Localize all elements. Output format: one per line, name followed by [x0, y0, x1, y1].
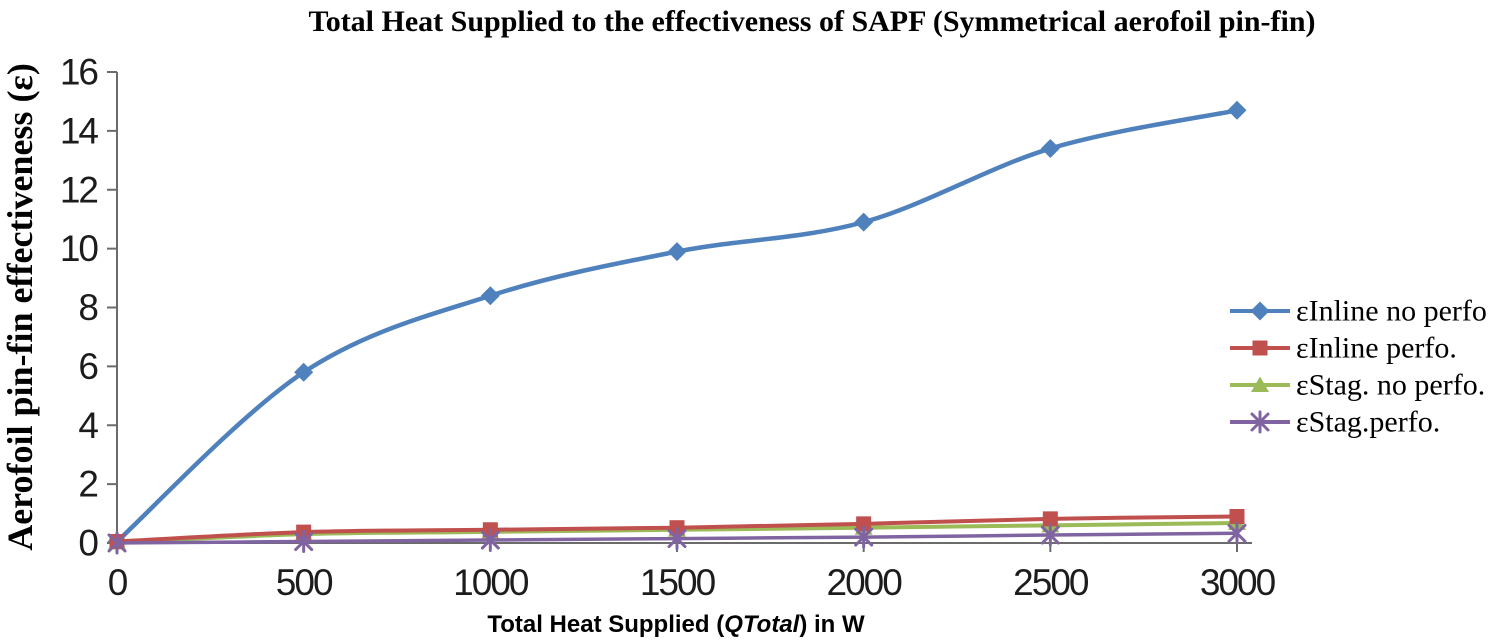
- y-tick-label: 2: [78, 464, 97, 505]
- y-tick-label: 6: [78, 346, 97, 387]
- x-axis-title-italic: QTotal: [724, 611, 800, 638]
- y-tick-label: 8: [78, 287, 97, 328]
- marker-x-icon: [294, 530, 314, 554]
- x-tick-label: 1500: [640, 562, 716, 603]
- marker-x-icon: [480, 528, 500, 552]
- y-axis-title: Aerofoil pin-fin effectiveness (ε): [0, 63, 40, 551]
- marker-diamond-icon: [854, 212, 874, 232]
- marker-diamond-icon: [480, 286, 500, 306]
- legend-item: εInline no perfo: [1230, 295, 1487, 328]
- series-line: [114, 108, 1240, 544]
- legend-item: εInline perfo.: [1230, 332, 1457, 365]
- x-tick-label: 0: [108, 562, 128, 603]
- legend-item-label: εStag. no perfo.: [1296, 369, 1485, 402]
- x-tick-label: 500: [276, 562, 333, 603]
- legend: εInline no perfo εInline perfo. εStag. no …: [1230, 295, 1487, 439]
- chart-title: Total Heat Supplied to the effectiveness…: [308, 5, 1315, 38]
- marker-x-icon: [107, 531, 127, 555]
- x-axis-title-post: ) in W: [799, 611, 865, 638]
- marker-square-icon: [856, 516, 872, 532]
- x-axis-title: Total Heat Supplied (QTotal) in W: [487, 611, 865, 638]
- x-tick-label: 3000: [1200, 562, 1276, 603]
- legend-item: εStag.perfo.: [1230, 406, 1440, 439]
- legend-item: εStag. no perfo.: [1230, 369, 1485, 402]
- marker-x-icon: [1250, 410, 1270, 434]
- marker-x-icon: [1227, 521, 1247, 545]
- marker-diamond-icon: [667, 242, 687, 262]
- marker-diamond-icon: [1250, 301, 1270, 321]
- y-tick-label: 14: [60, 110, 99, 151]
- legend-item-label: εStag.perfo.: [1296, 406, 1440, 439]
- x-tick-label: 2500: [1013, 562, 1089, 603]
- legend-item-label: εInline perfo.: [1296, 332, 1457, 365]
- plot-axes: 0 2 4 6 8 10 12 14 16 0 500 1000 1500 2000 2500 3000: [60, 52, 1278, 604]
- series-lines: [107, 100, 1247, 555]
- y-tick-label: 10: [60, 228, 99, 269]
- x-tick-label: 1000: [453, 562, 529, 603]
- marker-square-icon: [1252, 340, 1268, 356]
- marker-square-icon: [1229, 509, 1245, 525]
- marker-x-icon: [667, 527, 687, 551]
- y-tick-label: 0: [78, 523, 98, 564]
- y-tick-label: 12: [60, 169, 98, 210]
- marker-x-icon: [1040, 523, 1060, 547]
- marker-diamond-icon: [294, 362, 314, 382]
- marker-triangle-icon: [1251, 376, 1269, 392]
- marker-x-icon: [854, 525, 874, 549]
- marker-diamond-icon: [1227, 100, 1247, 120]
- y-tick-label: 4: [78, 405, 98, 446]
- y-tick-label: 16: [60, 52, 98, 93]
- marker-diamond-icon: [1040, 139, 1060, 159]
- x-tick-label: 2000: [827, 562, 903, 603]
- marker-square-icon: [1042, 511, 1058, 527]
- x-axis-title-pre: Total Heat Supplied (: [487, 611, 724, 638]
- legend-item-label: εInline no perfo: [1296, 295, 1487, 328]
